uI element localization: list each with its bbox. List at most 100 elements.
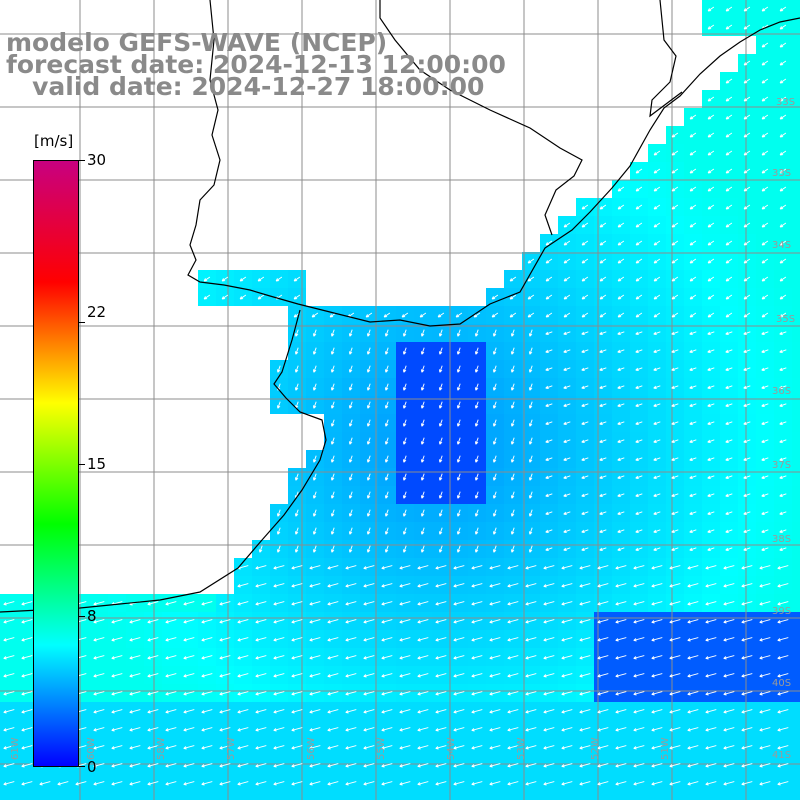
wind-arrow	[471, 745, 483, 750]
wind-arrow	[293, 276, 301, 282]
wind-arrow	[327, 601, 339, 606]
wind-arrow	[597, 781, 609, 786]
wind-arrow	[635, 403, 643, 408]
wind-cell	[792, 270, 800, 288]
wind-arrow	[687, 619, 699, 624]
wind-arrow	[543, 619, 555, 624]
wind-arrow	[201, 781, 213, 786]
wind-arrow	[599, 294, 607, 300]
wind-arrow	[255, 601, 267, 606]
wind-arrow	[255, 673, 267, 678]
wind-arrow	[203, 276, 211, 282]
wind-arrow	[633, 673, 645, 678]
wind-arrow	[689, 421, 697, 426]
wind-arrow	[366, 401, 371, 409]
wind-arrow	[237, 673, 249, 678]
wind-arrow	[327, 727, 339, 732]
wind-arrow	[741, 565, 753, 570]
wind-arrow	[671, 439, 679, 444]
wind-arrow	[417, 601, 429, 606]
wind-arrow	[165, 691, 177, 696]
wind-arrow	[365, 312, 373, 318]
wind-arrow	[689, 294, 697, 300]
wind-arrow	[239, 294, 247, 300]
wind-arrow	[327, 583, 339, 588]
wind-arrow	[581, 367, 589, 372]
wind-arrow	[671, 150, 679, 156]
wind-arrow	[615, 745, 627, 750]
wind-arrow	[509, 294, 517, 300]
wind-cell	[792, 756, 800, 774]
wind-cell	[738, 792, 756, 800]
wind-arrow	[438, 383, 443, 391]
wind-arrow	[417, 673, 429, 678]
wind-arrow	[635, 204, 643, 210]
wind-arrow	[705, 601, 717, 606]
wind-arrow	[579, 673, 591, 678]
wind-arrow	[725, 403, 733, 408]
wind-arrow	[363, 727, 375, 732]
wind-arrow	[93, 655, 105, 660]
wind-arrow	[3, 619, 15, 624]
wind-arrow	[417, 745, 429, 750]
wind-arrow	[507, 691, 519, 696]
wind-arrow	[183, 673, 195, 678]
wind-arrow	[669, 655, 681, 660]
wind-arrow	[201, 745, 213, 750]
wind-arrow	[273, 601, 285, 606]
wind-arrow	[597, 619, 609, 624]
wind-arrow	[312, 347, 317, 355]
wind-arrow	[276, 527, 281, 535]
wind-arrow	[743, 349, 751, 354]
wind-cell	[792, 162, 800, 180]
wind-arrow	[345, 565, 357, 570]
wind-arrow	[723, 727, 735, 732]
wind-arrow	[759, 637, 771, 642]
wind-arrow	[453, 691, 465, 696]
wind-cell	[162, 792, 180, 800]
wind-arrow	[689, 150, 697, 156]
wind-arrow	[779, 204, 787, 210]
wind-arrow	[93, 601, 105, 606]
wind-arrow	[563, 547, 571, 552]
wind-arrow	[761, 312, 769, 318]
wind-arrow	[635, 457, 643, 462]
wind-arrow	[635, 349, 643, 354]
coastline	[0, 0, 800, 613]
wind-arrow	[348, 329, 353, 337]
wind-arrow	[93, 691, 105, 696]
wind-arrow	[381, 655, 393, 660]
wind-arrow	[291, 673, 303, 678]
wind-arrow	[507, 781, 519, 786]
wind-arrow	[777, 583, 789, 588]
wind-cell	[792, 36, 800, 54]
wind-arrow	[599, 547, 607, 552]
wind-arrow	[219, 745, 231, 750]
wind-arrow	[741, 709, 753, 714]
wind-arrow	[651, 565, 663, 570]
wind-arrow	[291, 655, 303, 660]
wind-arrow	[687, 691, 699, 696]
wind-cell	[792, 684, 800, 702]
wind-cell	[792, 108, 800, 126]
wind-arrow	[579, 691, 591, 696]
wind-cell	[198, 792, 216, 800]
wind-arrow	[581, 276, 589, 282]
wind-cell	[414, 792, 432, 800]
wind-arrow	[201, 709, 213, 714]
wind-arrow	[402, 491, 407, 499]
wind-arrow	[366, 329, 371, 337]
wind-arrow	[599, 493, 607, 498]
wind-arrow	[707, 222, 715, 228]
wind-arrow	[237, 583, 249, 588]
wind-cell	[792, 234, 800, 252]
wind-arrow	[597, 637, 609, 642]
wind-arrow	[653, 222, 661, 228]
wind-arrow	[579, 601, 591, 606]
wind-arrow	[291, 763, 303, 768]
wind-arrow	[255, 637, 267, 642]
lat-label: 40S	[772, 678, 792, 689]
wind-arrow	[761, 475, 769, 480]
wind-arrow	[651, 583, 663, 588]
wind-arrow	[779, 222, 787, 228]
